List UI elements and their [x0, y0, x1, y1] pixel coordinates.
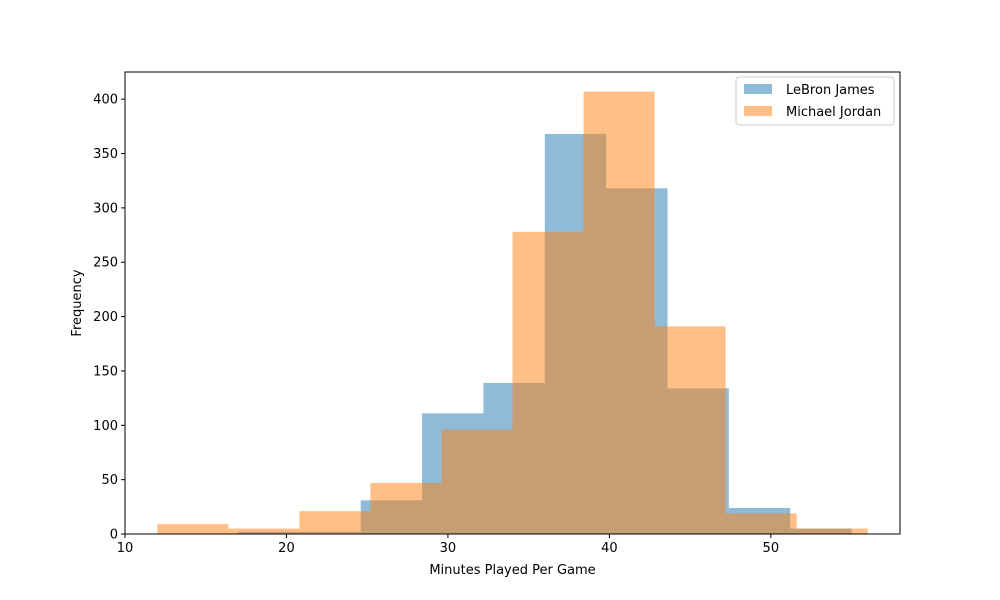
bar-michael-jordan-7 [654, 326, 726, 534]
y-tick-label: 50 [101, 473, 118, 488]
y-axis-ticks: 0 50 100 150 200 250 300 350 400 [93, 93, 125, 543]
legend: LeBron James Michael Jordan [735, 76, 895, 126]
x-axis-label: Minutes Played Per Game [429, 563, 595, 578]
y-tick-label: 300 [93, 201, 118, 216]
bar-michael-jordan-3 [370, 482, 442, 534]
legend-label-lebron-james: LeBron James [786, 83, 875, 98]
y-tick-label: 0 [110, 528, 118, 543]
y-tick-label: 250 [93, 256, 118, 271]
y-tick-label: 350 [93, 147, 118, 162]
bar-michael-jordan-4 [441, 429, 513, 534]
legend-swatch-michael-jordan [744, 106, 772, 116]
legend-swatch-lebron-james [744, 84, 772, 94]
y-tick-label: 400 [93, 93, 118, 108]
legend-box [735, 76, 895, 126]
x-axis-ticks: 10 20 30 40 50 [117, 534, 779, 556]
bar-michael-jordan-6 [583, 91, 655, 534]
bar-michael-jordan-1 [228, 528, 300, 534]
y-axis-label: Frequency [70, 269, 85, 336]
x-tick-label: 10 [117, 541, 134, 556]
bar-michael-jordan-9 [796, 528, 868, 534]
x-tick-label: 20 [278, 541, 295, 556]
histogram-bars [157, 91, 868, 535]
plot-frame [124, 71, 901, 535]
bar-michael-jordan-2 [299, 511, 371, 534]
bar-michael-jordan-8 [725, 513, 797, 534]
y-tick-label: 100 [93, 419, 118, 434]
y-tick-label: 200 [93, 310, 118, 325]
bar-michael-jordan-0 [157, 524, 229, 534]
x-tick-label: 50 [763, 541, 780, 556]
legend-label-michael-jordan: Michael Jordan [786, 105, 881, 120]
bar-michael-jordan-5 [512, 231, 584, 534]
y-tick-label: 150 [93, 364, 118, 379]
x-tick-label: 40 [601, 541, 618, 556]
x-tick-label: 30 [440, 541, 457, 556]
